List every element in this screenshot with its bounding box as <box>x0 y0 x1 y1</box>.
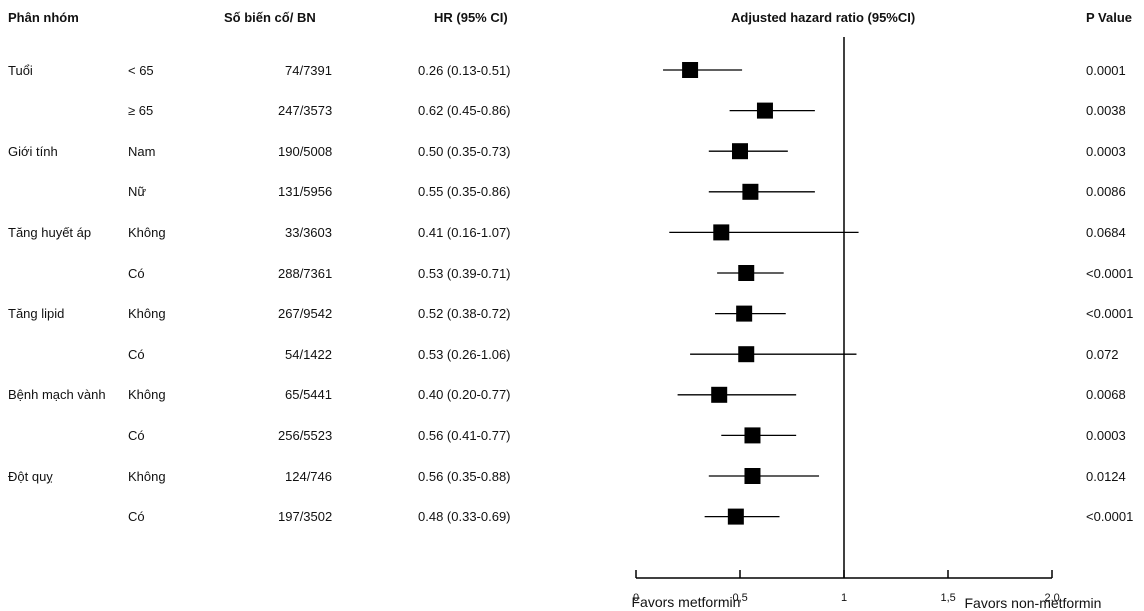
p-value: 0.0003 <box>1086 144 1126 159</box>
group-label: Đột quỵ <box>8 469 108 484</box>
p-value: 0.0001 <box>1086 63 1126 78</box>
events: 288/7361 <box>278 266 332 281</box>
hr-label: 0.53 (0.39-0.71) <box>418 266 511 281</box>
hr-box <box>738 265 754 281</box>
group-label: Tăng lipid <box>8 306 108 321</box>
group-label: Giới tính <box>8 144 108 159</box>
p-value: 0.0038 <box>1086 103 1126 118</box>
events: 33/3603 <box>285 225 332 240</box>
hr-label: 0.55 (0.35-0.86) <box>418 184 511 199</box>
events: 256/5523 <box>278 428 332 443</box>
hr-label: 0.26 (0.13-0.51) <box>418 63 511 78</box>
column-header: HR (95% CI) <box>434 10 508 25</box>
hr-box <box>732 143 748 159</box>
subgroup-label: Nữ <box>128 184 146 199</box>
p-value: 0.0684 <box>1086 225 1126 240</box>
column-header: Adjusted hazard ratio (95%CI) <box>731 10 915 25</box>
events: 65/5441 <box>285 387 332 402</box>
column-header: Phân nhóm <box>8 10 79 25</box>
p-value: 0.0003 <box>1086 428 1126 443</box>
subgroup-label: Có <box>128 509 145 524</box>
annotation: Favors metformin <box>632 595 741 610</box>
p-value: <0.0001 <box>1086 306 1133 321</box>
hr-box <box>736 306 752 322</box>
hr-label: 0.53 (0.26-1.06) <box>418 347 511 362</box>
x-tick-label: 1,5 <box>941 591 956 606</box>
subgroup-label: ≥ 65 <box>128 103 153 118</box>
p-value: 0.0124 <box>1086 469 1126 484</box>
events: 197/3502 <box>278 509 332 524</box>
events: 267/9542 <box>278 306 332 321</box>
subgroup-label: Không <box>128 306 166 321</box>
subgroup-label: Có <box>128 428 145 443</box>
hr-box <box>738 346 754 362</box>
group-label: Tăng huyết áp <box>8 225 108 240</box>
hr-box <box>742 184 758 200</box>
group-label: Tuổi <box>8 63 108 78</box>
subgroup-label: Có <box>128 266 145 281</box>
events: 247/3573 <box>278 103 332 118</box>
subgroup-label: Không <box>128 387 166 402</box>
p-value: 0.0068 <box>1086 387 1126 402</box>
hr-label: 0.41 (0.16-1.07) <box>418 225 511 240</box>
hr-label: 0.52 (0.38-0.72) <box>418 306 511 321</box>
hr-label: 0.48 (0.33-0.69) <box>418 509 511 524</box>
hr-box <box>711 387 727 403</box>
p-value: <0.0001 <box>1086 509 1133 524</box>
p-value: <0.0001 <box>1086 266 1133 281</box>
events: 131/5956 <box>278 184 332 199</box>
hr-box <box>744 427 760 443</box>
subgroup-label: Không <box>128 469 166 484</box>
p-value: 0.0086 <box>1086 184 1126 199</box>
hr-box <box>757 103 773 119</box>
subgroup-label: Không <box>128 225 166 240</box>
column-header: P Value <box>1086 10 1132 25</box>
forest-plot: Phân nhóm Số biến cố/ BN HR (95% CI) Adjust… <box>0 0 1144 611</box>
hr-box <box>713 224 729 240</box>
events: 74/7391 <box>285 63 332 78</box>
hr-label: 0.56 (0.35-0.88) <box>418 469 511 484</box>
hr-box <box>744 468 760 484</box>
subgroup-label: Nam <box>128 144 155 159</box>
hr-label: 0.62 (0.45-0.86) <box>418 103 511 118</box>
events: 124/746 <box>285 469 332 484</box>
x-tick-label: 1 <box>841 591 847 606</box>
group-label: Bệnh mạch vành <box>8 387 108 402</box>
hr-label: 0.40 (0.20-0.77) <box>418 387 511 402</box>
subgroup-label: Có <box>128 347 145 362</box>
hr-label: 0.50 (0.35-0.73) <box>418 144 511 159</box>
events: 190/5008 <box>278 144 332 159</box>
column-header: Số biến cố/ BN <box>224 10 316 25</box>
annotation: Favors non-metformin <box>965 596 1102 611</box>
hr-label: 0.56 (0.41-0.77) <box>418 428 511 443</box>
p-value: 0.072 <box>1086 347 1119 362</box>
hr-box <box>682 62 698 78</box>
plot-area <box>0 0 1144 611</box>
hr-box <box>728 509 744 525</box>
events: 54/1422 <box>285 347 332 362</box>
subgroup-label: < 65 <box>128 63 154 78</box>
